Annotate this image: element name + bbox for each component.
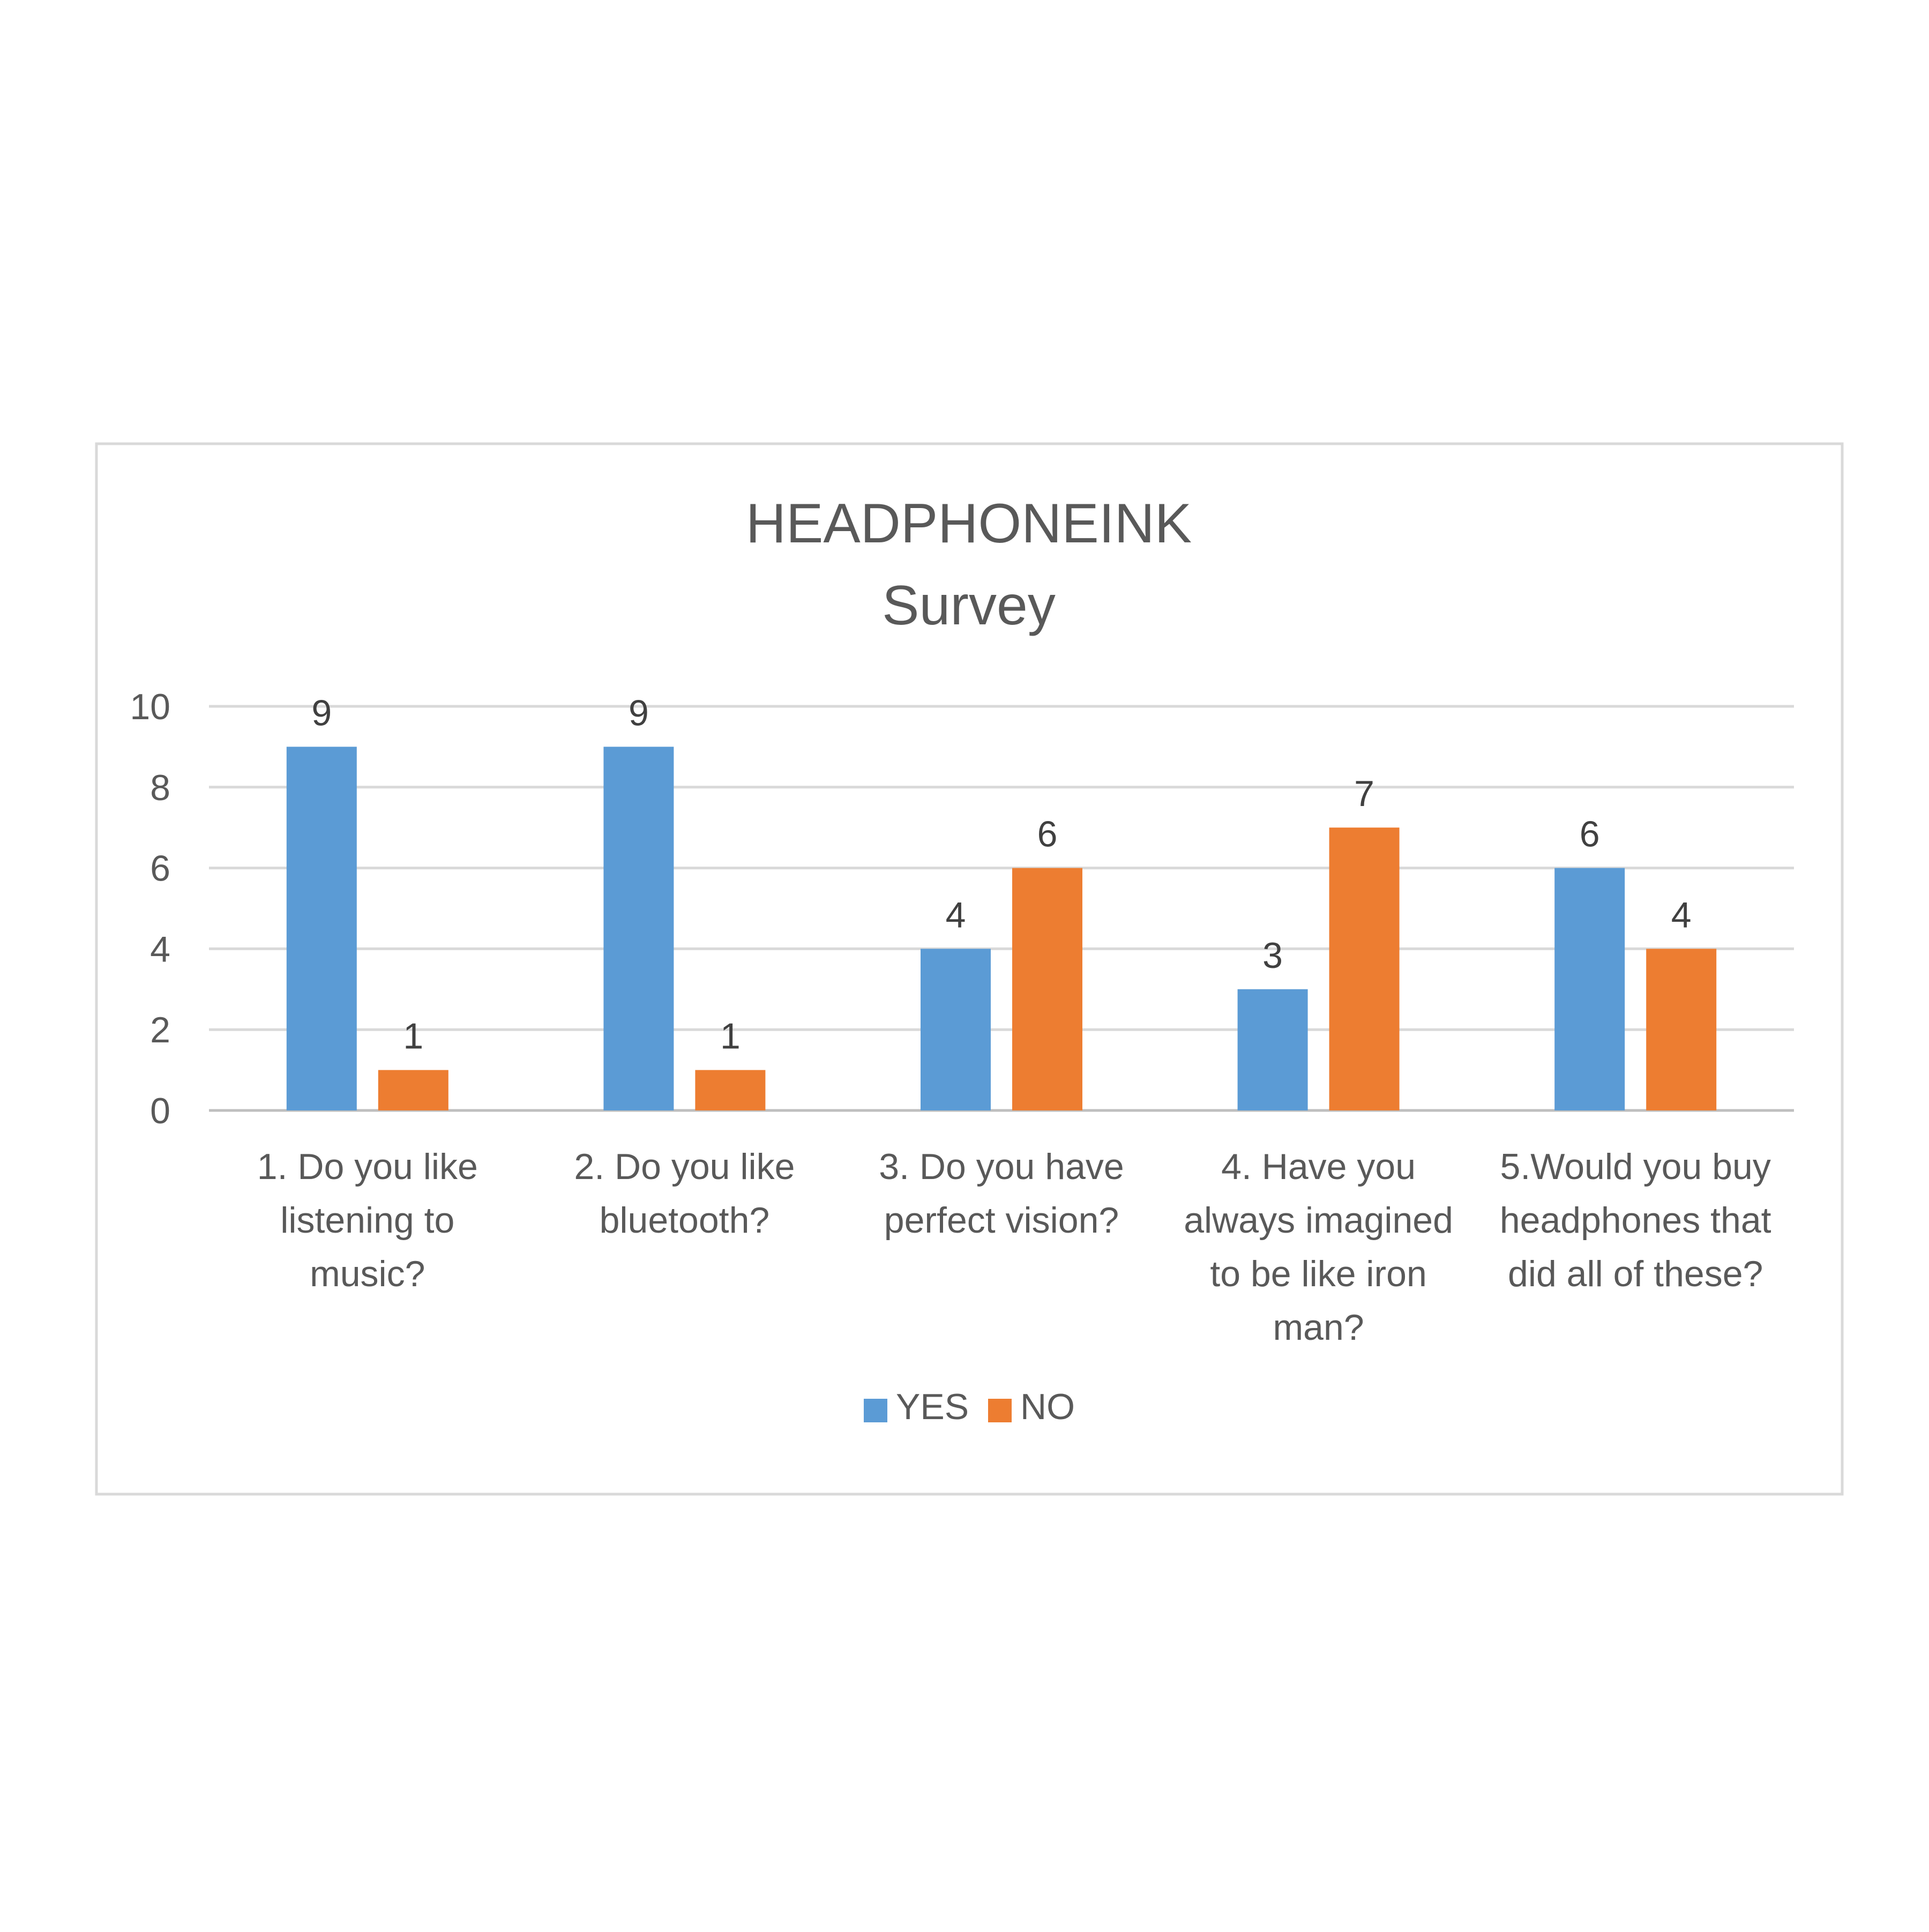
data-label-yes-3: 4 bbox=[946, 894, 966, 935]
bar-no-2 bbox=[695, 1070, 766, 1110]
bars bbox=[286, 747, 1717, 1110]
data-label-yes-2: 9 bbox=[629, 692, 649, 733]
category-label-3-line-2: perfect vision? bbox=[884, 1200, 1119, 1241]
gridlines bbox=[209, 705, 1794, 1112]
bar-yes-2 bbox=[603, 747, 674, 1110]
category-label-1-line-3: music? bbox=[310, 1254, 425, 1294]
y-tick-label: 8 bbox=[150, 767, 170, 808]
category-label-5-line-3: did all of these? bbox=[1508, 1254, 1763, 1294]
data-label-yes-5: 6 bbox=[1580, 814, 1600, 855]
y-axis-ticks: 0 2 4 6 8 10 bbox=[130, 687, 170, 1131]
legend-swatch-no bbox=[988, 1399, 1012, 1422]
y-tick-label: 2 bbox=[150, 1010, 170, 1050]
bar-yes-5 bbox=[1554, 868, 1625, 1110]
category-label-4-line-1: 4. Have you bbox=[1221, 1146, 1416, 1187]
category-label-3-line-1: 3. Do you have bbox=[879, 1146, 1124, 1187]
category-label-4-line-4: man? bbox=[1273, 1307, 1364, 1348]
bar-no-4 bbox=[1329, 827, 1400, 1110]
data-label-no-4: 7 bbox=[1354, 773, 1374, 814]
category-label-4-line-2: always imagined bbox=[1184, 1200, 1453, 1241]
data-label-no-1: 1 bbox=[403, 1016, 423, 1057]
data-label-no-2: 1 bbox=[720, 1016, 741, 1057]
bar-yes-1 bbox=[286, 747, 357, 1110]
legend: YES NO bbox=[864, 1386, 1075, 1427]
category-label-1-line-2: listening to bbox=[280, 1200, 454, 1241]
y-tick-label: 0 bbox=[150, 1091, 170, 1131]
y-tick-label: 4 bbox=[150, 929, 170, 969]
data-label-no-3: 6 bbox=[1037, 814, 1058, 855]
data-label-yes-4: 3 bbox=[1262, 935, 1283, 976]
chart-title-line-1: HEADPHONEINK bbox=[746, 493, 1192, 555]
category-label-1-line-1: 1. Do you like bbox=[257, 1146, 478, 1187]
category-label-2-line-2: bluetooth? bbox=[600, 1200, 770, 1241]
chart-title-line-2: Survey bbox=[882, 575, 1056, 637]
category-label-5-line-1: 5.Would you buy bbox=[1500, 1146, 1771, 1187]
data-label-yes-1: 9 bbox=[311, 692, 332, 733]
bar-no-1 bbox=[378, 1070, 448, 1110]
legend-label-no: NO bbox=[1020, 1386, 1075, 1427]
x-axis-categories: 1. Do you like listening to music? 2. Do yo… bbox=[257, 1146, 1771, 1348]
legend-swatch-yes bbox=[864, 1399, 887, 1422]
y-tick-label: 10 bbox=[130, 687, 170, 727]
legend-label-yes: YES bbox=[896, 1386, 969, 1427]
data-label-no-5: 4 bbox=[1671, 894, 1692, 935]
category-label-5-line-2: headphones that bbox=[1500, 1200, 1771, 1241]
y-tick-label: 6 bbox=[150, 848, 170, 889]
category-label-2-line-1: 2. Do you like bbox=[574, 1146, 795, 1187]
category-label-4-line-3: to be like iron bbox=[1210, 1254, 1426, 1294]
bar-yes-4 bbox=[1237, 989, 1308, 1110]
bar-no-5 bbox=[1646, 949, 1717, 1110]
bar-yes-3 bbox=[921, 949, 991, 1110]
bar-no-3 bbox=[1012, 868, 1082, 1110]
data-labels: 9 1 9 1 4 6 3 7 6 4 bbox=[311, 692, 1691, 1056]
